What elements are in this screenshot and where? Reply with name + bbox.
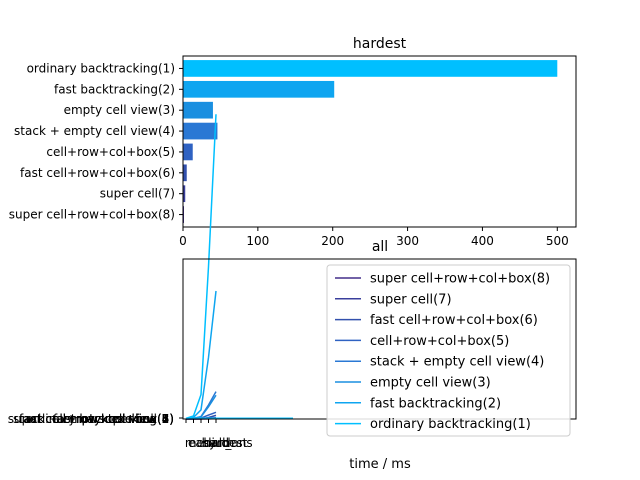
x-tick-label: 500 [546,234,569,248]
series-line [185,114,217,420]
bar [183,164,187,182]
x-tick-label: medium [185,436,234,450]
y-tick-label: empty cell view(3) [64,103,175,117]
legend-label: empty cell view(3) [370,376,491,391]
x-tick-label: 100 [246,234,269,248]
y-tick-label: stack + empty cell view(4) [13,412,174,426]
x-tick-label: easy [188,436,216,450]
chart-title: all [372,239,388,255]
y-tick-label: ordinary backtracking(1) [26,412,174,426]
legend-label: super cell(7) [370,292,452,307]
x-axis-label: time / ms [349,457,411,472]
legend-label: stack + empty cell view(4) [370,355,544,370]
x-tick-label: hard [203,436,230,450]
y-tick-label: fast backtracking(2) [53,412,174,426]
legend: super cell+row+col+box(8) super cell(7) fa… [326,264,571,437]
legend-label: fast backtracking(2) [370,396,501,411]
y-tick-label: empty cell view(3) [63,412,174,426]
x-tick-label: all_ans [211,436,252,450]
legend-label: fast cell+row+col+box(6) [370,313,538,328]
plot-frame [182,55,577,228]
bar [183,80,335,98]
x-tick-label: 0 [179,234,187,248]
y-tick-label: super cell(7) [99,412,174,426]
y-tick-label: fast cell+row+col+box(6) [20,166,175,180]
bar [183,60,558,77]
y-tick-label: super cell+row+col+box(8) [9,208,175,222]
x-tick-label: 400 [471,234,494,248]
x-tick-label: hardest [202,436,248,450]
y-tick-label: fast backtracking(2) [54,82,175,96]
y-tick-label: super cell(7) [100,187,175,201]
bar [183,143,193,161]
legend-label: super cell+row+col+box(8) [370,272,550,287]
y-tick-label: cell+row+col+box(5) [45,412,174,426]
chart-title: hardest [353,36,407,52]
hardest-bar-chart: hardest ordinary backtracking(1) fast back… [9,36,577,248]
bar [183,185,186,203]
x-tick-label: 200 [321,234,344,248]
legend-label: ordinary backtracking(1) [370,417,531,432]
x-tick-label: 300 [396,234,419,248]
legend-label: cell+row+col+box(5) [370,334,509,349]
legend-frame [326,264,571,437]
y-tick-label: ordinary backtracking(1) [27,61,175,75]
y-tick-label: stack + empty cell view(4) [14,124,175,138]
y-tick-label: fast cell+row+col+box(6) [19,412,174,426]
y-tick-label: super cell+row+col+box(8) [8,412,174,426]
bar [183,101,213,119]
y-tick-label: cell+row+col+box(5) [46,145,175,159]
bar [183,122,218,140]
